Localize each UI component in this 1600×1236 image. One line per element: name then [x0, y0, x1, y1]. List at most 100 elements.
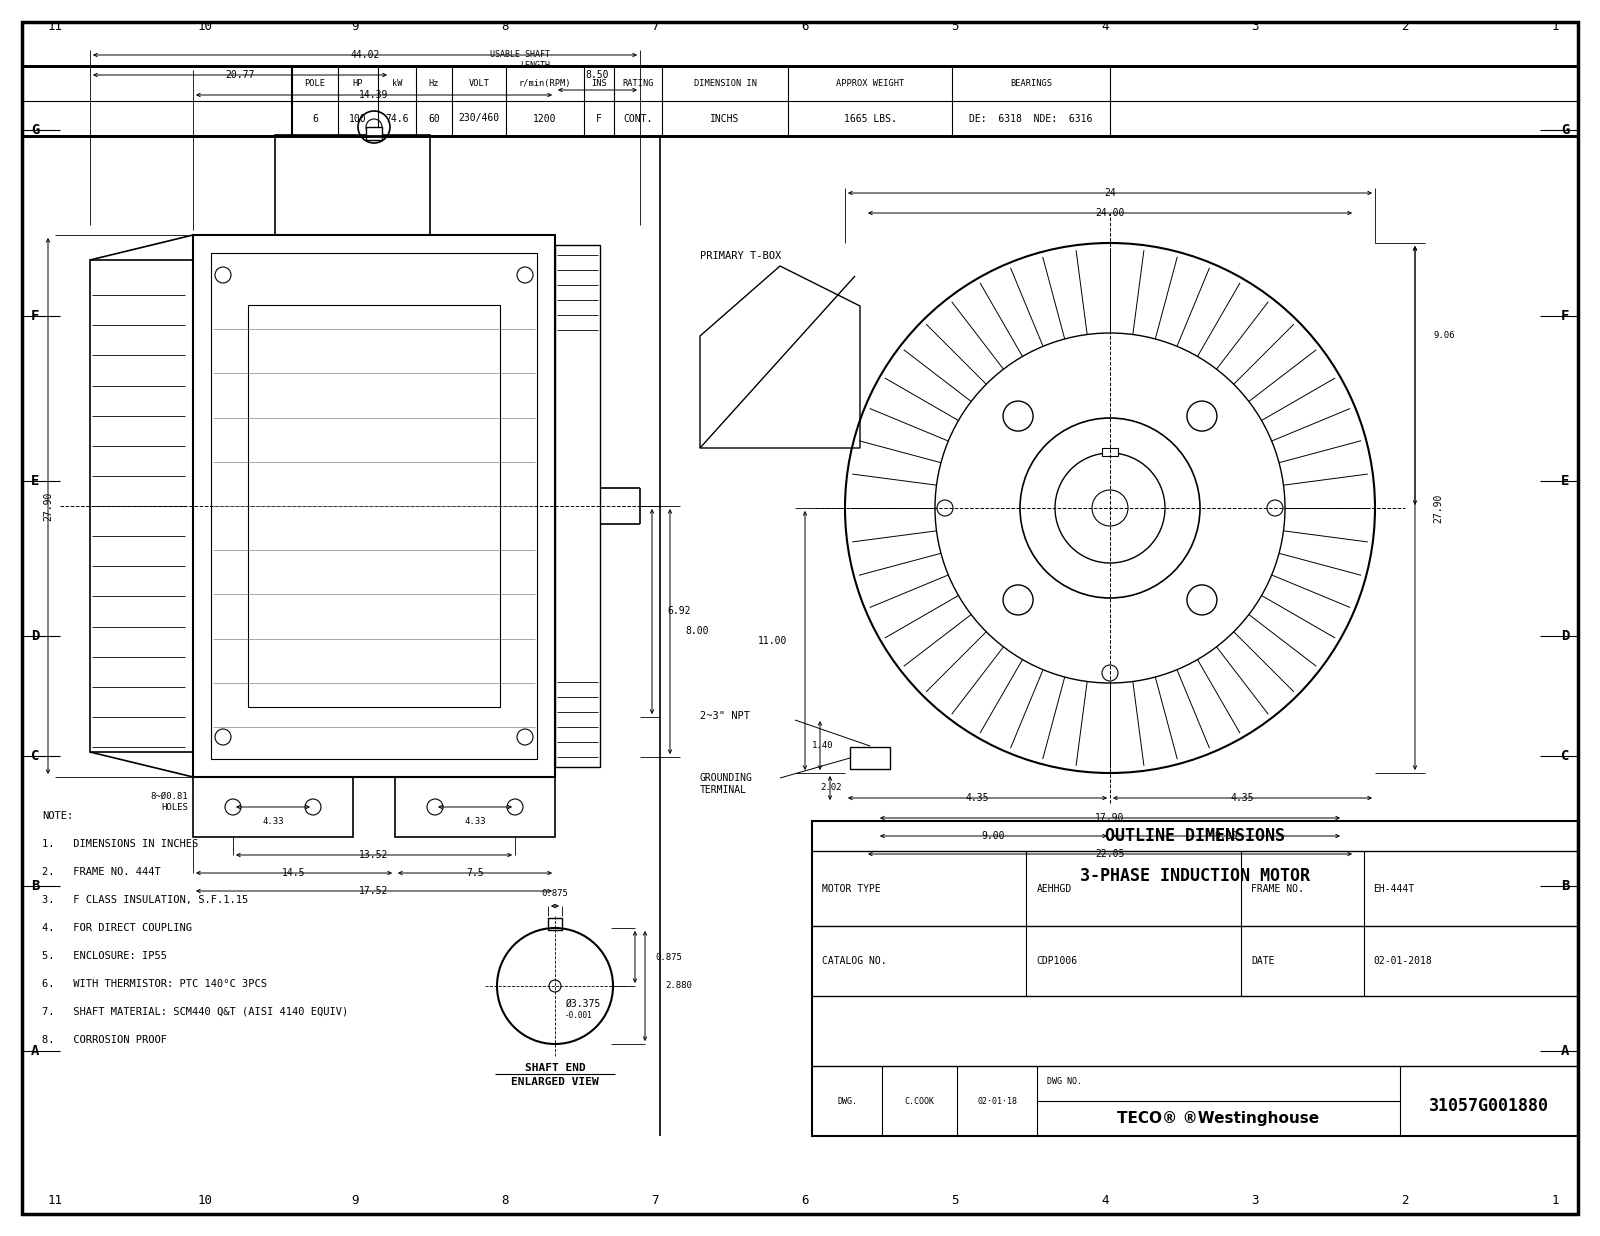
Text: F: F [1562, 309, 1570, 323]
Text: 1: 1 [1552, 20, 1558, 32]
Text: CDP1006: CDP1006 [1037, 955, 1078, 967]
Text: 8.00: 8.00 [685, 627, 709, 637]
Text: POLE: POLE [304, 79, 325, 88]
Text: E: E [30, 473, 38, 488]
Text: 0.875: 0.875 [541, 890, 568, 899]
Text: 4.33: 4.33 [262, 817, 283, 827]
Text: CATALOG NO.: CATALOG NO. [822, 955, 886, 967]
Text: E: E [1562, 473, 1570, 488]
Bar [555, 245, 600, 768]
Text: 1.   DIMENSIONS IN INCHES: 1. DIMENSIONS IN INCHES [42, 839, 198, 849]
Text: 1200: 1200 [533, 114, 557, 124]
Text: Ø3.375: Ø3.375 [565, 999, 600, 1009]
Text: 4.35: 4.35 [966, 794, 989, 803]
Bar [366, 127, 382, 140]
Text: 11.00: 11.00 [758, 635, 787, 645]
Text: DATE: DATE [1251, 955, 1275, 967]
Text: 2~3" NPT: 2~3" NPT [701, 711, 750, 721]
Text: GROUNDING
TERMINAL: GROUNDING TERMINAL [701, 774, 754, 795]
Text: 5: 5 [952, 20, 958, 32]
Text: DWG.: DWG. [837, 1096, 858, 1105]
Text: BEARINGS: BEARINGS [1010, 79, 1053, 88]
Text: 8.50: 8.50 [586, 70, 610, 80]
Text: B: B [30, 879, 38, 892]
Text: 3: 3 [1251, 1194, 1259, 1208]
Text: 6: 6 [802, 1194, 808, 1208]
Text: 230/460: 230/460 [459, 114, 499, 124]
Bar [211, 253, 538, 759]
Text: 8: 8 [501, 20, 509, 32]
Text: 3.   F CLASS INSULATION, S.F.1.15: 3. F CLASS INSULATION, S.F.1.15 [42, 895, 248, 905]
Text: AEHHGD: AEHHGD [1037, 884, 1072, 894]
Text: INS: INS [590, 79, 606, 88]
Text: 4.33: 4.33 [464, 817, 486, 827]
Text: CONT.: CONT. [624, 114, 653, 124]
Text: 9.00: 9.00 [1214, 831, 1238, 840]
Text: PRIMARY T-BOX: PRIMARY T-BOX [701, 251, 781, 261]
Text: C.COOK: C.COOK [904, 1096, 934, 1105]
Text: 13.52: 13.52 [360, 850, 389, 860]
Text: 8.   CORROSION PROOF: 8. CORROSION PROOF [42, 1035, 166, 1044]
Text: 7.5: 7.5 [466, 868, 483, 878]
Text: C: C [1562, 749, 1570, 763]
Text: 6: 6 [802, 20, 808, 32]
Text: 1665 LBS.: 1665 LBS. [843, 114, 896, 124]
Text: 5.   ENCLOSURE: IP55: 5. ENCLOSURE: IP55 [42, 950, 166, 962]
Text: 4: 4 [1101, 1194, 1109, 1208]
Text: 2.02: 2.02 [821, 784, 842, 792]
Text: 24.00: 24.00 [1096, 208, 1125, 218]
Text: 9.06: 9.06 [1434, 331, 1454, 340]
Text: FRAME NO.: FRAME NO. [1251, 884, 1304, 894]
Bar [813, 821, 1578, 1136]
Text: r/min(RPM): r/min(RPM) [518, 79, 571, 88]
Text: 4.35: 4.35 [1230, 794, 1254, 803]
Text: 22.05: 22.05 [1096, 849, 1125, 859]
Text: 10: 10 [197, 1194, 213, 1208]
Text: 2.880: 2.880 [666, 981, 691, 990]
Text: 9: 9 [352, 20, 358, 32]
Text: G: G [30, 124, 38, 137]
Text: 100: 100 [349, 114, 366, 124]
Bar [275, 135, 430, 235]
Text: 60: 60 [429, 114, 440, 124]
Text: 8~Ø0.81
HOLES: 8~Ø0.81 HOLES [150, 792, 189, 812]
Text: MOTOR TYPE: MOTOR TYPE [822, 884, 880, 894]
Text: 0.875: 0.875 [654, 953, 682, 962]
Text: 31057G001880: 31057G001880 [1429, 1098, 1549, 1115]
Bar [547, 918, 562, 929]
Text: D: D [30, 629, 38, 643]
Text: 1: 1 [1552, 1194, 1558, 1208]
Bar [90, 260, 194, 751]
Text: 6: 6 [312, 114, 318, 124]
Text: 24: 24 [1104, 188, 1115, 198]
Text: 6.92: 6.92 [667, 607, 691, 617]
Text: 17.90: 17.90 [1096, 813, 1125, 823]
Text: USABLE SHAFT
LENGTH: USABLE SHAFT LENGTH [490, 51, 550, 69]
Text: 02·01·18: 02·01·18 [978, 1096, 1018, 1105]
Text: 7: 7 [651, 20, 659, 32]
Text: 5: 5 [952, 1194, 958, 1208]
Text: NOTE:: NOTE: [42, 811, 74, 821]
Text: 27.90: 27.90 [43, 492, 53, 520]
Text: 2: 2 [1402, 20, 1408, 32]
Text: F: F [30, 309, 38, 323]
Text: 2.   FRAME NO. 444T: 2. FRAME NO. 444T [42, 866, 160, 878]
Text: DWG NO.: DWG NO. [1046, 1077, 1082, 1085]
Text: A: A [30, 1044, 38, 1058]
Text: TECO® ®Westinghouse: TECO® ®Westinghouse [1117, 1110, 1320, 1126]
Text: VOLT: VOLT [469, 79, 490, 88]
Text: HP: HP [352, 79, 363, 88]
Text: 8: 8 [501, 1194, 509, 1208]
Text: 02-01-2018: 02-01-2018 [1373, 955, 1432, 967]
Text: kW: kW [392, 79, 402, 88]
Text: D: D [1562, 629, 1570, 643]
Text: A: A [1562, 1044, 1570, 1058]
Text: 44.02: 44.02 [350, 49, 379, 61]
Bar [194, 777, 354, 837]
Bar [1102, 447, 1118, 456]
Text: 3-PHASE INDUCTION MOTOR: 3-PHASE INDUCTION MOTOR [1080, 866, 1310, 885]
Text: Hz: Hz [429, 79, 440, 88]
Text: 9.00: 9.00 [982, 831, 1005, 840]
Bar [194, 235, 555, 777]
Text: -0.001: -0.001 [565, 1011, 592, 1021]
